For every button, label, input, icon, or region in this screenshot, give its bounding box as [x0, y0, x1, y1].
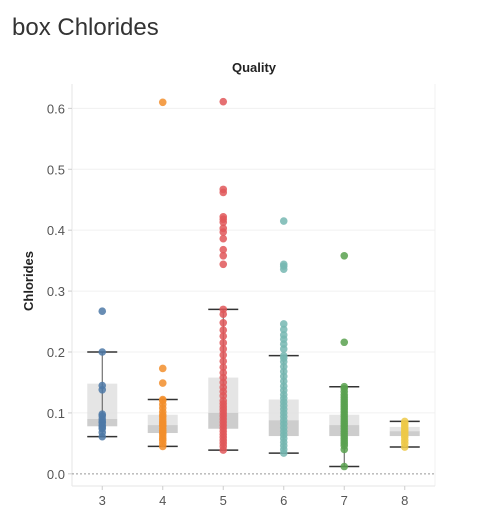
point-quality-3 — [98, 348, 107, 356]
x-tick-label: 5 — [220, 493, 227, 508]
point-quality-5 — [219, 332, 228, 340]
chart-title: box Chlorides — [12, 14, 159, 41]
y-tick-label: 0.5 — [47, 162, 65, 177]
point-quality-4 — [158, 98, 167, 107]
y-axis-title: Chlorides — [21, 251, 36, 311]
point-quality-7 — [340, 462, 349, 471]
point-quality-6 — [279, 217, 288, 225]
point-quality-6 — [279, 331, 288, 339]
point-quality-5 — [219, 363, 228, 372]
x-axis-ticks: 3 4 5 6 7 8 — [99, 486, 408, 508]
y-tick-label: 0.4 — [47, 223, 65, 238]
point-quality-3 — [98, 410, 107, 418]
point-quality-5 — [219, 326, 228, 334]
point-quality-5 — [219, 185, 228, 194]
point-quality-3 — [98, 381, 107, 390]
point-quality-4 — [158, 379, 167, 387]
point-quality-6 — [279, 351, 288, 360]
point-quality-5 — [219, 245, 228, 254]
point-quality-5 — [219, 357, 228, 365]
point-quality-5 — [219, 251, 228, 260]
point-quality-7 — [340, 251, 349, 260]
point-quality-5 — [219, 305, 228, 314]
point-quality-6 — [279, 260, 288, 269]
y-tick-label: 0.3 — [47, 284, 65, 299]
point-quality-5 — [219, 368, 228, 377]
y-tick-label: 0.0 — [47, 467, 65, 482]
point-quality-5 — [219, 212, 228, 221]
gridlines — [71, 84, 436, 487]
point-quality-5 — [219, 97, 228, 106]
point-quality-5 — [219, 318, 228, 327]
point-quality-6 — [279, 325, 288, 334]
x-tick-label: 6 — [280, 493, 287, 508]
y-tick-label: 0.1 — [47, 406, 65, 421]
y-tick-label: 0.2 — [47, 345, 65, 360]
y-tick-label: 0.6 — [47, 101, 65, 116]
point-quality-7 — [340, 338, 349, 347]
x-tick-label: 4 — [159, 493, 166, 508]
point-quality-5 — [219, 345, 228, 353]
point-quality-6 — [279, 320, 288, 328]
boxes — [87, 308, 420, 468]
point-quality-8 — [400, 417, 409, 426]
point-quality-5 — [219, 351, 228, 359]
point-quality-3 — [98, 307, 107, 315]
x-tick-label: 3 — [99, 493, 106, 508]
point-quality-5 — [219, 224, 228, 233]
point-quality-5 — [219, 339, 228, 347]
y-axis-ticks: 0.0 0.1 0.2 0.3 0.4 0.5 0.6 — [47, 101, 72, 482]
column-header: Quality — [232, 60, 277, 75]
x-tick-label: 7 — [341, 493, 348, 508]
point-quality-4 — [158, 395, 167, 404]
point-quality-5 — [219, 234, 228, 243]
data-points — [98, 97, 409, 471]
point-quality-4 — [158, 364, 167, 373]
x-tick-label: 8 — [401, 493, 408, 508]
point-quality-7 — [340, 382, 349, 391]
point-quality-5 — [219, 260, 228, 269]
